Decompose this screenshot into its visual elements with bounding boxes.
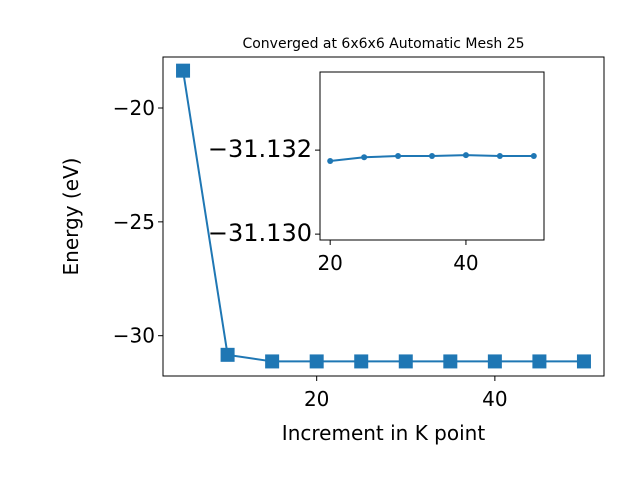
data-point (176, 63, 191, 78)
y-tick-label: −20 (113, 96, 155, 120)
y-tick-label: −31.132 (208, 135, 312, 163)
data-point (309, 354, 324, 369)
data-point (443, 354, 458, 369)
x-tick-label: 40 (482, 387, 507, 411)
data-point (354, 354, 369, 369)
chart-title: Converged at 6x6x6 Automatic Mesh 25 (242, 36, 524, 52)
data-point (327, 158, 334, 165)
data-point (532, 354, 547, 369)
x-tick-label: 20 (304, 387, 329, 411)
data-point (361, 154, 368, 161)
data-point (395, 153, 402, 159)
data-point (530, 153, 537, 159)
y-tick-label: −30 (113, 324, 155, 348)
data-point (487, 354, 502, 369)
y-tick-label: −25 (113, 210, 155, 234)
data-point (398, 354, 413, 369)
data-point (265, 354, 280, 369)
series-line (182, 70, 584, 363)
x-tick-label: 40 (453, 251, 478, 275)
y-tick-label: −31.130 (208, 219, 312, 247)
x-tick-label: 20 (317, 251, 342, 275)
data-point (576, 354, 591, 369)
y-axis-label: Energy (eV) (59, 158, 83, 276)
x-axis-label: Increment in K point (282, 421, 486, 445)
data-point (220, 347, 235, 362)
data-point (496, 153, 503, 159)
data-point (429, 153, 435, 159)
data-point (462, 152, 469, 159)
